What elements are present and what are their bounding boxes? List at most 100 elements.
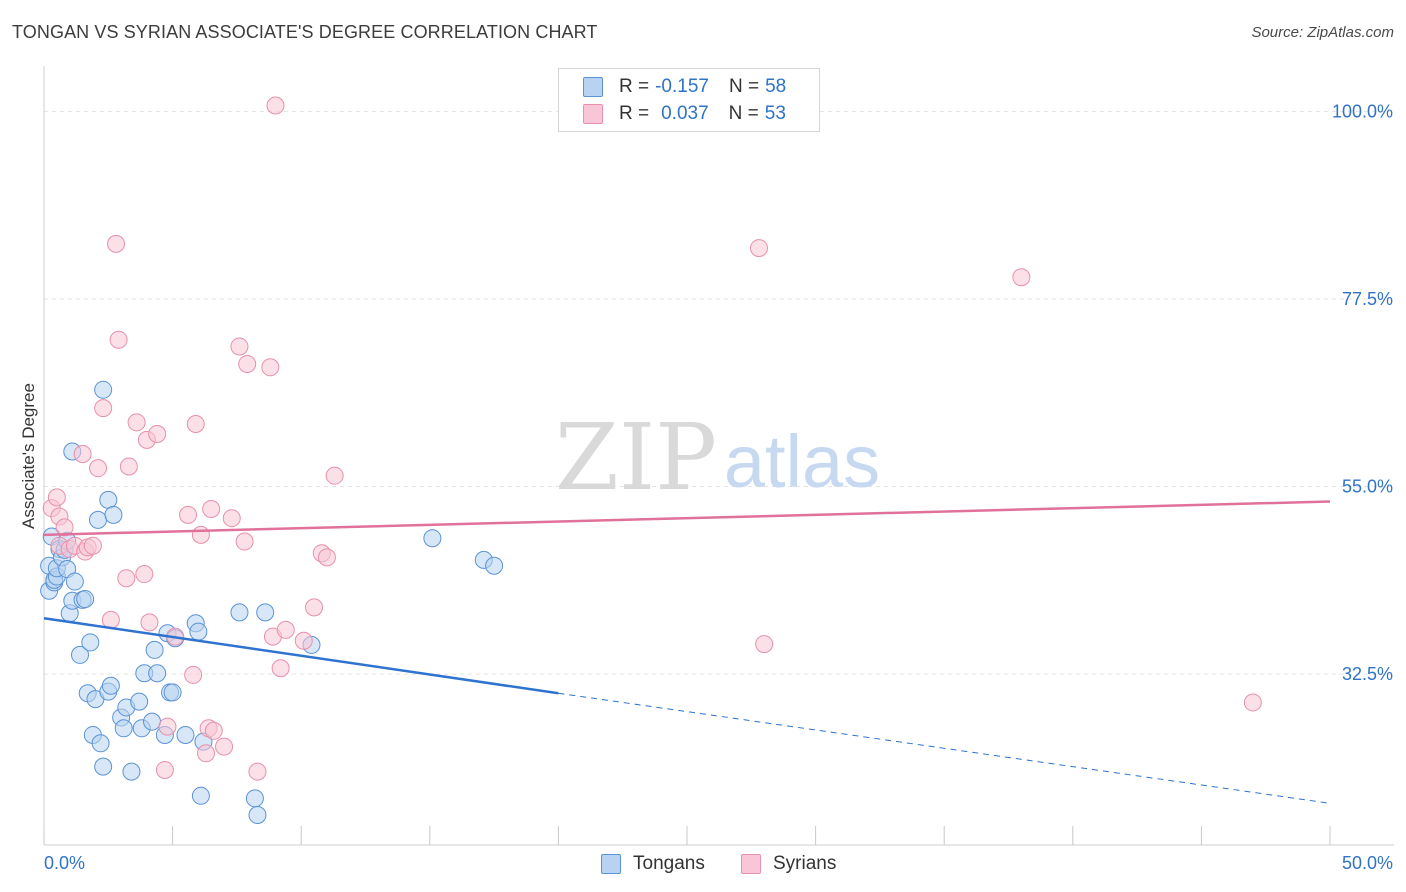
grid-lines bbox=[44, 110, 1394, 675]
syrian-point bbox=[155, 760, 174, 779]
syrian-point bbox=[1243, 693, 1262, 712]
tongan-point bbox=[248, 805, 267, 824]
syrian-point bbox=[179, 505, 198, 524]
tongan-point bbox=[189, 622, 208, 641]
tongan-point bbox=[94, 380, 113, 399]
syrian-point bbox=[238, 354, 257, 373]
legend-r-value-syrians: 0.037 bbox=[661, 103, 709, 124]
syrian-point bbox=[202, 500, 221, 519]
legend-n-label: N = bbox=[728, 103, 759, 124]
trend-lines bbox=[43, 500, 1331, 804]
bottom-legend-syrians: Syrians bbox=[741, 852, 836, 876]
tongan-point bbox=[91, 734, 110, 753]
tongan-point bbox=[65, 572, 84, 591]
y-tick-label: 55.0% bbox=[1342, 477, 1393, 497]
tongan-point bbox=[76, 590, 95, 609]
syrian-point bbox=[230, 337, 249, 356]
legend-row-tongans: R = -0.157 N = 58 bbox=[583, 75, 786, 99]
syrian-point bbox=[127, 413, 146, 432]
legend-n-label: N = bbox=[728, 76, 760, 97]
syrian-point bbox=[294, 631, 313, 650]
series-tongans bbox=[40, 380, 504, 824]
syrian-point bbox=[119, 457, 138, 476]
tongan-point bbox=[99, 490, 118, 509]
legend-n-value-syrians: 53 bbox=[764, 103, 786, 124]
watermark-atlas: atlas bbox=[724, 420, 880, 503]
syrian-point bbox=[73, 444, 92, 463]
syrian-point bbox=[158, 717, 177, 736]
tongan-point bbox=[101, 676, 120, 695]
tongan-point bbox=[245, 789, 264, 808]
x-tick-label: 50.0% bbox=[1342, 853, 1393, 873]
syrian-point bbox=[107, 234, 126, 253]
syrian-point bbox=[47, 488, 66, 507]
tongan-point bbox=[191, 786, 210, 805]
syrian-point bbox=[317, 548, 336, 567]
legend-r-value-tongans: -0.157 bbox=[655, 76, 709, 97]
syrian-point bbox=[305, 598, 324, 617]
tongan-point bbox=[423, 529, 442, 548]
syrian-point bbox=[109, 330, 128, 349]
syrian-point bbox=[135, 565, 154, 584]
tongan-point bbox=[256, 603, 275, 622]
syrian-point bbox=[191, 525, 210, 544]
tongan-point bbox=[145, 640, 164, 659]
syrian-point bbox=[148, 424, 167, 443]
bottom-legend-tongans: Tongans bbox=[601, 852, 705, 876]
legend-n-value-tongans: 58 bbox=[765, 76, 787, 97]
y-tick-label: 100.0% bbox=[1332, 101, 1393, 121]
legend-row-syrians: R = 0.037 N = 53 bbox=[583, 102, 786, 126]
syrian-point bbox=[325, 466, 344, 485]
legend-swatch-syrians bbox=[583, 104, 603, 124]
tongan-point bbox=[143, 712, 162, 731]
legend-r-label: R = bbox=[619, 76, 650, 97]
legend-r-label: R = bbox=[619, 103, 650, 124]
syrian-point bbox=[197, 744, 216, 763]
tongan-point bbox=[114, 719, 133, 738]
x-tick-label: 0.0% bbox=[44, 853, 85, 873]
syrian-point bbox=[755, 635, 774, 654]
syrian-point bbox=[1012, 268, 1031, 287]
bottom-legend-swatch-syrians bbox=[741, 854, 761, 874]
tongan-point bbox=[176, 725, 195, 744]
syrian-point bbox=[215, 737, 234, 756]
stats-legend: R = -0.157 N = 58 R = 0.037 N = 53 bbox=[558, 68, 820, 132]
syrian-point bbox=[261, 358, 280, 377]
tongan-point bbox=[104, 505, 123, 524]
legend-swatch-tongans bbox=[583, 77, 603, 97]
tongan-point bbox=[122, 762, 141, 781]
axes bbox=[43, 66, 1394, 846]
syrian-point bbox=[222, 509, 241, 528]
tongan-point bbox=[81, 633, 100, 652]
syrian-point bbox=[94, 399, 113, 418]
syrian-point bbox=[276, 620, 295, 639]
tongan-point bbox=[94, 757, 113, 776]
watermark-zip: ZIP bbox=[555, 404, 717, 511]
y-tick-label: 77.5% bbox=[1342, 289, 1393, 309]
tongan-trend-line bbox=[43, 616, 559, 695]
bottom-legend-label-tongans: Tongans bbox=[633, 853, 705, 874]
y-tick-label: 32.5% bbox=[1342, 664, 1393, 684]
tongan-point bbox=[71, 645, 90, 664]
tongan-point bbox=[148, 664, 167, 683]
syrian-point bbox=[271, 659, 290, 678]
syrian-point bbox=[184, 665, 203, 684]
tongan-point bbox=[230, 603, 249, 622]
series-syrians bbox=[42, 96, 1262, 781]
syrian-point bbox=[101, 610, 120, 629]
chart-source: Source: ZipAtlas.com bbox=[1251, 24, 1394, 41]
syrian-point bbox=[266, 96, 285, 115]
tongan-trend-line-extension bbox=[558, 692, 1331, 804]
tongan-point bbox=[163, 683, 182, 702]
tick-labels: 32.5% 55.0% 77.5% 100.0% 0.0% 50.0% bbox=[44, 101, 1393, 873]
syrian-trend-line bbox=[43, 500, 1331, 537]
syrian-point bbox=[235, 532, 254, 551]
syrian-point bbox=[55, 518, 74, 537]
tongan-point bbox=[130, 692, 149, 711]
syrian-point bbox=[89, 459, 108, 478]
syrian-point bbox=[140, 613, 159, 632]
syrian-point bbox=[117, 569, 136, 588]
tongan-point bbox=[485, 556, 504, 575]
bottom-legend-label-syrians: Syrians bbox=[773, 853, 837, 874]
